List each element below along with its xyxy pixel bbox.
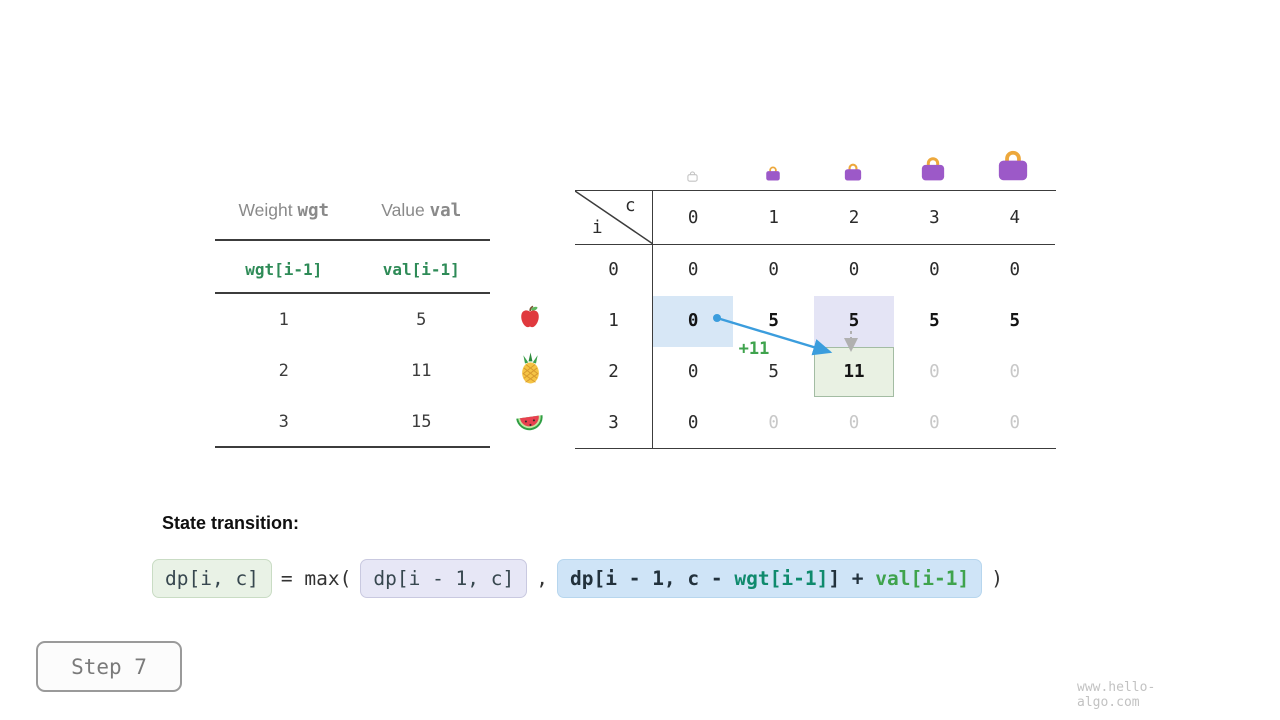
step-badge: Step 7	[36, 641, 182, 692]
formula-close-paren: )	[991, 567, 1003, 590]
col-header-0: 0	[653, 191, 734, 245]
row-header-1: 1	[575, 295, 653, 347]
dp-cell-2-4: 0	[1009, 361, 1021, 382]
item-row-3: 3 15	[215, 412, 490, 432]
col-axis-label: c	[625, 196, 636, 216]
pineapple-icon	[517, 352, 544, 390]
handbag-icon	[994, 148, 1032, 186]
row-axis-label: i	[592, 218, 603, 238]
apple-icon	[517, 304, 543, 335]
val-index-label: val[i-1]	[382, 260, 460, 279]
handbag-icon	[842, 162, 864, 186]
row-header-0: 0	[575, 245, 653, 296]
item-row-1: 1 5	[215, 310, 490, 330]
dp-cell-0-0: 0	[687, 260, 699, 281]
divider-line	[215, 446, 490, 448]
arrow-value-label: +11	[738, 339, 770, 359]
dp-cell-3-2: 0	[848, 412, 860, 433]
weight-column-header: Weight wgt	[238, 200, 330, 221]
item-1-value: 5	[416, 310, 427, 330]
handbag-icon	[764, 165, 782, 186]
item-row-2: 2 11	[215, 361, 490, 381]
item-3-weight: 3	[278, 412, 289, 432]
wgt-index-label: wgt[i-1]	[245, 260, 323, 279]
dp-cell-1-2: 5	[813, 295, 895, 347]
formula-option2-box: dp[i - 1, c - wgt[i-1]] + val[i-1]	[557, 559, 983, 598]
row-header-2: 2	[575, 346, 653, 398]
value-column-header: Value val	[381, 200, 462, 221]
row-header-3: 3	[575, 397, 653, 448]
watermelon-icon	[515, 408, 545, 440]
dp-cell-1-3: 5	[929, 311, 940, 332]
formula-lhs-box: dp[i, c]	[152, 559, 272, 598]
formula-option2-prefix: dp[i - 1, c -	[570, 567, 735, 590]
col-header-4: 4	[974, 191, 1055, 245]
dp-table-corner: c i	[575, 191, 653, 245]
watermark: www.hello-algo.com	[1077, 680, 1156, 710]
state-transition-formula: dp[i, c] = max( dp[i - 1, c] , dp[i - 1,…	[152, 559, 1003, 598]
items-table-header: Weight wgt Value val	[215, 200, 490, 221]
dp-cell-0-2: 0	[848, 260, 860, 281]
dp-cell-1-4: 5	[1009, 311, 1021, 332]
dp-table: c i 0 1 2 3 4 0 0 0 0 0 0 1 0 5 5 5 5 2 …	[575, 190, 1056, 449]
formula-option1-box: dp[i - 1, c]	[360, 559, 528, 598]
item-2-value: 11	[411, 361, 432, 381]
dp-cell-1-0: 0	[653, 295, 734, 347]
dp-cell-0-3: 0	[929, 260, 940, 281]
bag-outline-icon	[686, 169, 699, 187]
divider-line	[215, 239, 490, 241]
dp-cell-0-4: 0	[1009, 260, 1021, 281]
col-header-3: 3	[894, 191, 975, 245]
dp-cell-3-0: 0	[687, 412, 699, 433]
formula-option2-wgt: wgt[i-1]	[734, 567, 829, 590]
item-3-value: 15	[411, 412, 432, 432]
dp-cell-3-1: 0	[768, 412, 779, 433]
col-header-1: 1	[733, 191, 814, 245]
items-table-index-row: wgt[i-1] val[i-1]	[215, 260, 490, 279]
dp-cell-2-2: 11	[813, 346, 895, 398]
items-table: Weight wgt Value val wgt[i-1] val[i-1] 1…	[215, 0, 490, 460]
formula-option2-val: val[i-1]	[875, 567, 970, 590]
handbag-icon	[918, 155, 948, 186]
divider-line	[215, 292, 490, 294]
dp-cell-2-3: 0	[929, 361, 940, 382]
formula-eq-max: = max(	[280, 567, 352, 590]
col-header-2: 2	[813, 191, 895, 245]
dp-cell-2-0: 0	[687, 361, 699, 382]
dp-cell-0-1: 0	[768, 260, 779, 281]
dp-cell-3-3: 0	[929, 412, 940, 433]
formula-comma: ,	[536, 567, 549, 590]
dp-cell-3-4: 0	[1009, 412, 1021, 433]
formula-option2-mid: ] +	[828, 567, 876, 590]
item-2-weight: 2	[278, 361, 289, 381]
dp-cell-2-1: 5	[768, 361, 779, 382]
item-1-weight: 1	[278, 310, 289, 330]
formula-heading: State transition:	[162, 513, 300, 533]
